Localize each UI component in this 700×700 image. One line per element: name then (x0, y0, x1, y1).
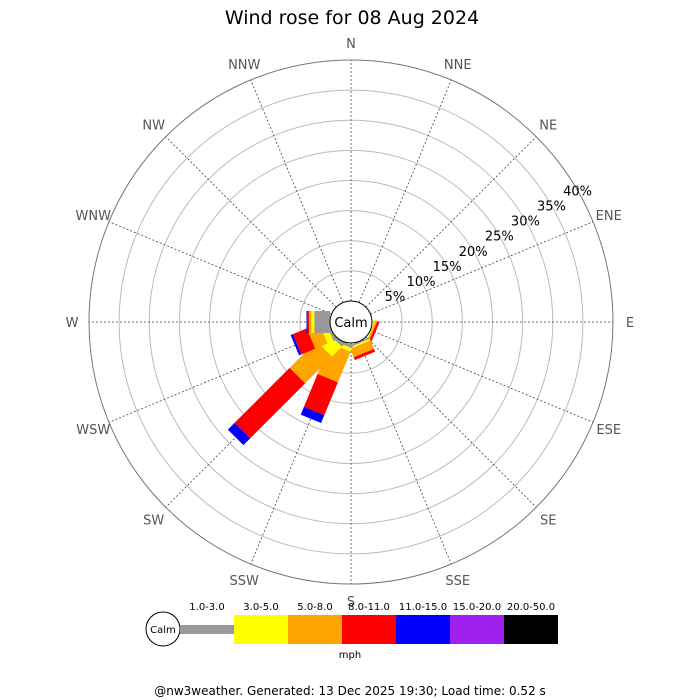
ring-label: 15% (433, 260, 462, 275)
ring-label: 20% (459, 245, 488, 260)
legend-label: 3.0-5.0 (243, 602, 278, 613)
calm-label: Calm (334, 316, 367, 331)
direction-label-w: W (66, 316, 79, 331)
legend-label: 11.0-15.0 (399, 602, 447, 613)
legend-label: 1.0-3.0 (189, 602, 224, 613)
legend-swatch-20.0-50.0 (504, 615, 558, 644)
spoke-ne (365, 136, 537, 308)
ring-label: 30% (511, 215, 540, 230)
direction-label-ne: NE (539, 119, 557, 134)
footer-text: @nw3weather. Generated: 13 Dec 2025 19:3… (154, 684, 546, 698)
direction-label-se: SE (540, 513, 556, 528)
spoke-wnw (108, 221, 332, 315)
bar-ssw-11.0-15.0 (300, 406, 325, 423)
legend-swatch-11.0-15.0 (396, 615, 450, 644)
speed-legend: Calm 1.0-3.0 3.0-5.0 5.0-8.0 8.0-11.0 11.0-1… (145, 602, 558, 661)
spoke-se (365, 336, 537, 508)
legend-swatch-15.0-20.0 (450, 615, 504, 644)
spoke-ene (370, 221, 594, 315)
ring-label: 10% (407, 275, 436, 290)
direction-label-nne: NNE (444, 58, 472, 73)
spoke-nw (165, 136, 337, 308)
legend-swatch-1.0-3.0 (180, 625, 234, 634)
bar-sw-11.0-15.0 (227, 422, 251, 446)
bar-w-8.0-11.0 (307, 311, 309, 333)
grid-ring (299, 270, 403, 374)
legend-swatch-5.0-8.0 (288, 615, 342, 644)
polar-grid (88, 59, 614, 585)
bar-sw-5.0-8.0 (289, 340, 333, 384)
calm-center: Calm (329, 300, 373, 344)
bar-sse-3.0-5.0 (349, 338, 371, 349)
bar-w-5.0-8.0 (308, 311, 312, 333)
bar-ese-8.0-11.0 (368, 321, 380, 343)
direction-label-sw: SW (143, 513, 164, 528)
bar-w-11.0-15.0 (306, 311, 308, 333)
legend-swatch-3.0-5.0 (234, 615, 288, 644)
bar-w-3.0-5.0 (311, 311, 315, 333)
direction-label-s: S (347, 595, 355, 610)
direction-label-ene: ENE (596, 209, 622, 224)
legend-label: 5.0-8.0 (297, 602, 332, 613)
bar-wsw-8.0-11.0 (292, 328, 316, 355)
legend-calm-label: Calm (150, 625, 176, 636)
ring-label: 40% (563, 185, 592, 200)
direction-label-e: E (626, 316, 634, 331)
ring-label: 25% (485, 230, 514, 245)
spoke-nnw (250, 79, 344, 303)
legend-label: 15.0-20.0 (453, 602, 501, 613)
grid-ring (239, 210, 463, 434)
grid-ring (178, 149, 524, 495)
calm-circle (329, 300, 373, 344)
ring-labels: 5%10%15%20%25%30%35%40% (385, 185, 592, 305)
bar-ssw-8.0-11.0 (303, 373, 338, 416)
legend-label: 8.0-11.0 (348, 602, 390, 613)
bar-sw-8.0-11.0 (234, 367, 306, 439)
bar-sse-1.0-3.0 (348, 337, 370, 348)
bar-w-1.0-3.0 (314, 311, 330, 333)
direction-labels: N NNE NE ENE E ESE SE SSE S SSW SW WSW W WNW NW NNW (66, 37, 635, 610)
direction-label-sse: SSE (445, 574, 470, 589)
bar-ese-3.0-5.0 (366, 319, 376, 341)
legend-label: 20.0-50.0 (507, 602, 555, 613)
spoke-wsw (108, 329, 332, 423)
spoke-ese (370, 329, 594, 423)
bar-sse-8.0-11.0 (353, 348, 376, 361)
direction-label-ese: ESE (596, 423, 621, 438)
ring-label: 5% (385, 290, 406, 305)
grid-ring (118, 89, 584, 555)
chart-title: Wind rose for 08 Aug 2024 (225, 7, 479, 29)
direction-label-ssw: SSW (230, 574, 260, 589)
bar-ese-5.0-8.0 (367, 320, 378, 342)
direction-label-n: N (346, 37, 356, 52)
spoke-nne (358, 79, 452, 303)
bar-ssw-5.0-8.0 (317, 343, 351, 383)
legend-swatch-8.0-11.0 (342, 615, 396, 644)
spoke-sse (358, 341, 452, 565)
direction-label-nw: NW (142, 119, 165, 134)
direction-label-wnw: WNW (76, 209, 112, 224)
bar-sse-5.0-8.0 (350, 340, 375, 358)
direction-label-wsw: WSW (76, 423, 110, 438)
direction-label-nnw: NNW (228, 58, 260, 73)
wind-bars (227, 311, 380, 446)
bar-wsw-11.0-15.0 (290, 334, 302, 356)
legend-unit-label: mph (339, 650, 361, 661)
ring-label: 35% (537, 200, 566, 215)
